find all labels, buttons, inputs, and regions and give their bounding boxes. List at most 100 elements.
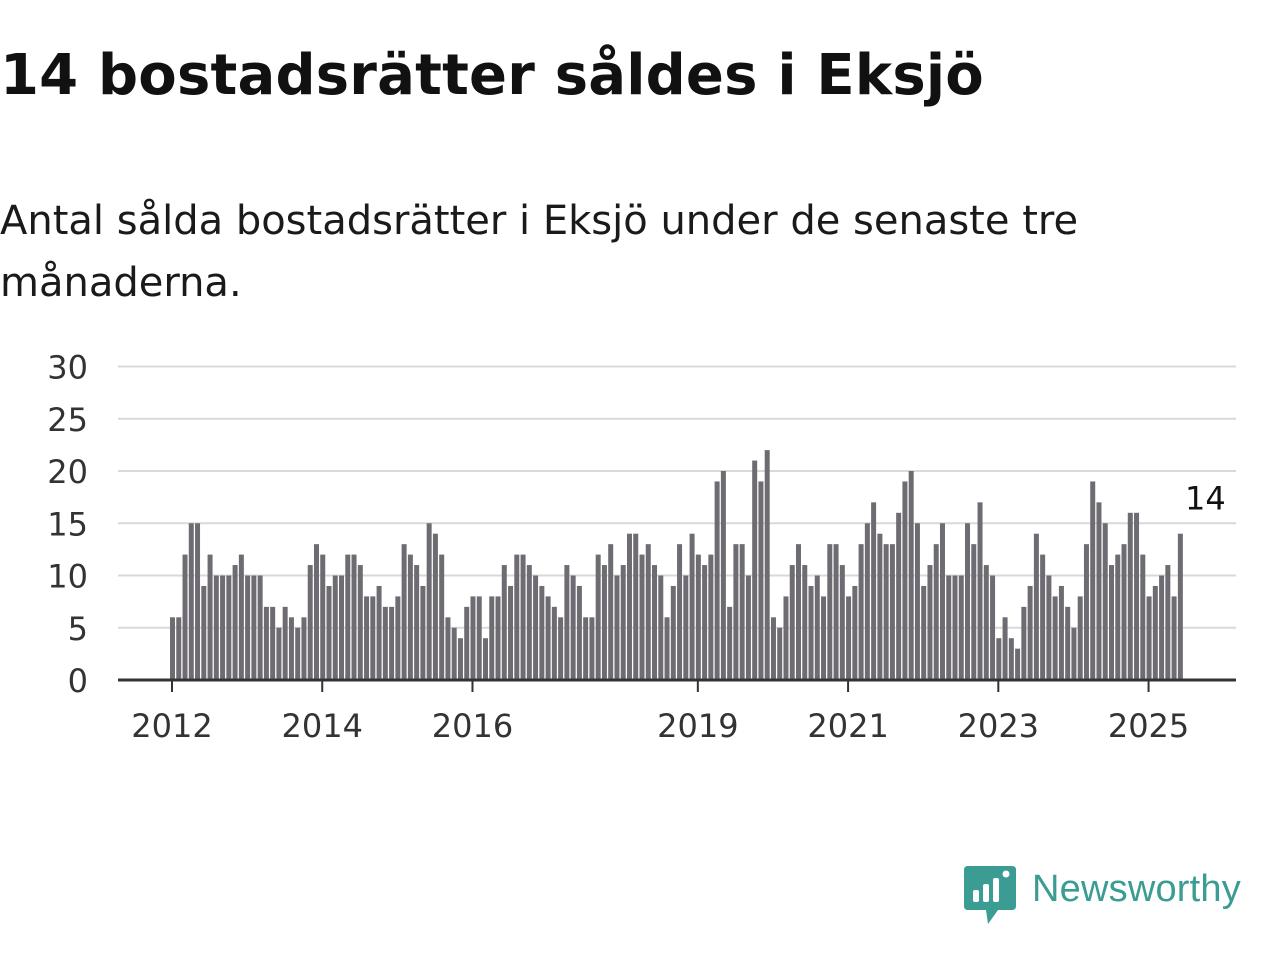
- bar: [1177, 533, 1183, 680]
- bar: [752, 460, 758, 680]
- bar: [720, 471, 726, 680]
- bar: [677, 544, 683, 680]
- bar: [1040, 554, 1046, 680]
- bar: [1159, 575, 1165, 680]
- x-tick-label: 2021: [807, 707, 888, 745]
- bar: [1152, 585, 1158, 680]
- bar: [914, 523, 920, 680]
- bar: [1140, 554, 1146, 680]
- bar: [457, 638, 463, 680]
- bar: [814, 575, 820, 680]
- bar: [977, 502, 983, 680]
- bar: [902, 481, 908, 680]
- bar: [896, 512, 902, 680]
- bar: [508, 585, 514, 680]
- y-tick-label: 25: [47, 401, 88, 439]
- bar: [770, 617, 776, 680]
- x-tick-label: 2019: [657, 707, 738, 745]
- bar: [664, 617, 670, 680]
- bar: [182, 554, 188, 680]
- bar: [483, 638, 488, 680]
- bar: [464, 606, 470, 680]
- bar: [639, 554, 645, 680]
- bar: [251, 575, 257, 680]
- bar: [307, 565, 313, 680]
- bar: [821, 596, 827, 680]
- bar: [733, 544, 739, 680]
- bar: [201, 585, 207, 680]
- bar: [1134, 512, 1140, 680]
- bar: [1046, 575, 1052, 680]
- bar: [908, 471, 914, 680]
- bar: [426, 523, 432, 680]
- bar: [1008, 638, 1014, 680]
- bar: [439, 554, 445, 680]
- y-tick-label: 20: [47, 453, 88, 491]
- bar: [195, 523, 201, 680]
- bar: [927, 565, 933, 680]
- bar: [777, 627, 783, 680]
- bar: [288, 617, 294, 680]
- bar: [395, 596, 401, 680]
- y-tick-label: 15: [47, 505, 88, 543]
- bar: [564, 565, 570, 680]
- bar: [990, 575, 996, 680]
- bar: [864, 523, 870, 680]
- bar: [1065, 606, 1071, 680]
- bar: [414, 565, 420, 680]
- bar: [601, 565, 607, 680]
- bar: [351, 554, 357, 680]
- x-tick-label: 2014: [282, 707, 363, 745]
- bar: [238, 554, 244, 680]
- bar: [714, 481, 720, 680]
- bar: [620, 565, 626, 680]
- bar: [996, 638, 1002, 680]
- bar: [533, 575, 539, 680]
- chart-subtitle: Antal sålda bostadsrätter i Eksjö under …: [0, 198, 1079, 306]
- bar: [1083, 544, 1089, 680]
- bar: [1127, 512, 1133, 680]
- bar: [652, 565, 658, 680]
- bar: [420, 585, 426, 680]
- bar: [1002, 617, 1008, 680]
- bar: [796, 544, 801, 680]
- bar: [745, 575, 751, 680]
- newsworthy-brand: Newsworthy: [964, 862, 1280, 926]
- bar: [952, 575, 958, 680]
- bar: [1033, 533, 1039, 680]
- bar: [526, 565, 532, 680]
- x-tick-label: 2025: [1108, 707, 1189, 745]
- bar: [852, 585, 858, 680]
- bar: [357, 565, 363, 680]
- bar: [1115, 554, 1121, 680]
- bar: [376, 585, 382, 680]
- bar: [520, 554, 526, 680]
- bar: [883, 544, 889, 680]
- bar: [445, 617, 451, 680]
- bar: [263, 606, 269, 680]
- bar: [495, 596, 501, 680]
- bar: [939, 523, 945, 680]
- bar: [1096, 502, 1102, 680]
- bar: [958, 575, 964, 680]
- y-tick-label: 0: [68, 662, 88, 700]
- bar: [645, 544, 651, 680]
- bar: [1102, 523, 1108, 680]
- bar: [432, 533, 438, 680]
- bar: [839, 565, 845, 680]
- bar: [877, 533, 883, 680]
- bar: [683, 575, 689, 680]
- bar: [889, 544, 895, 680]
- bar: [339, 575, 345, 680]
- bar: [539, 585, 545, 680]
- brand-name: Newsworthy: [1032, 868, 1241, 910]
- bar: [188, 523, 194, 680]
- bar: [764, 450, 770, 680]
- bar: [933, 544, 939, 680]
- bar: [608, 544, 614, 680]
- bar: [170, 617, 175, 680]
- bar: [213, 575, 219, 680]
- bar: [345, 554, 351, 680]
- bar: [1077, 596, 1083, 680]
